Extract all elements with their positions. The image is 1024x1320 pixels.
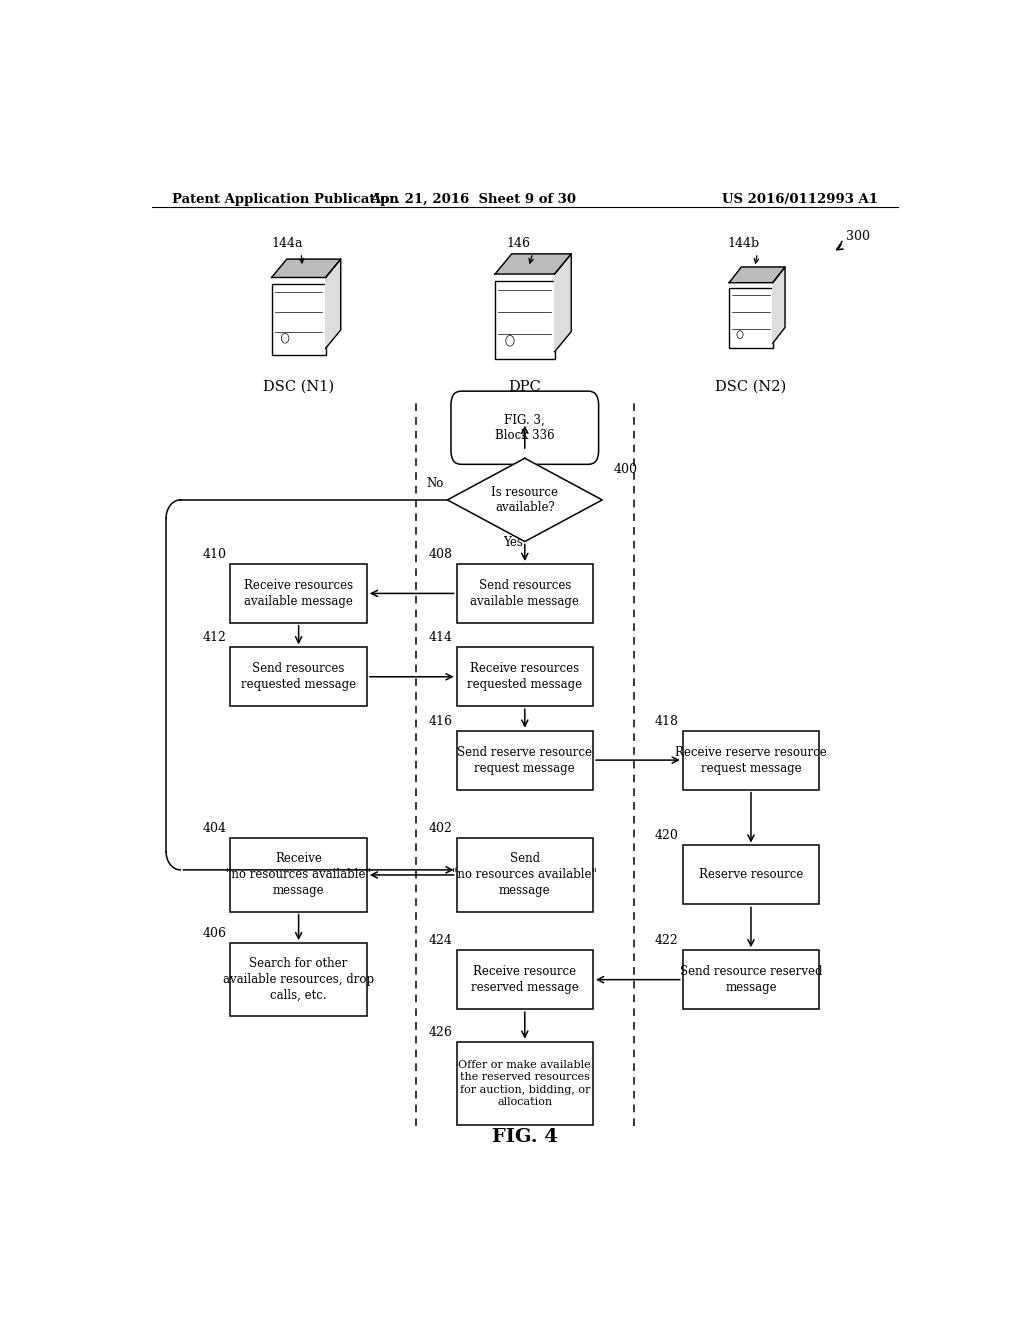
Text: DSC (N1): DSC (N1) [263, 380, 334, 393]
Text: 146: 146 [507, 236, 530, 249]
Polygon shape [326, 259, 341, 348]
Text: Receive resources
available message: Receive resources available message [244, 579, 353, 609]
Polygon shape [495, 253, 571, 275]
FancyBboxPatch shape [683, 731, 819, 789]
Text: DSC (N2): DSC (N2) [716, 380, 786, 393]
Text: 404: 404 [203, 822, 226, 836]
Text: Send resources
available message: Send resources available message [470, 579, 580, 609]
Text: Apr. 21, 2016  Sheet 9 of 30: Apr. 21, 2016 Sheet 9 of 30 [371, 193, 577, 206]
Polygon shape [773, 267, 785, 343]
Text: Is resource
available?: Is resource available? [492, 486, 558, 513]
Text: Send reserve resource
request message: Send reserve resource request message [458, 746, 592, 775]
FancyBboxPatch shape [457, 731, 593, 789]
Text: Patent Application Publication: Patent Application Publication [172, 193, 398, 206]
FancyBboxPatch shape [271, 284, 326, 355]
Text: 416: 416 [429, 714, 453, 727]
Text: 418: 418 [654, 714, 679, 727]
Text: Receive
"no resources available"
message: Receive "no resources available" message [226, 853, 371, 898]
Text: Search for other
available resources, drop
calls, etc.: Search for other available resources, dr… [223, 957, 374, 1002]
Polygon shape [271, 259, 341, 277]
Text: 422: 422 [655, 935, 679, 948]
Polygon shape [729, 267, 785, 282]
FancyBboxPatch shape [457, 1041, 593, 1125]
Text: 144b: 144b [727, 236, 759, 249]
Text: 420: 420 [655, 829, 679, 842]
Text: 410: 410 [203, 548, 226, 561]
Text: 400: 400 [614, 463, 638, 477]
Text: 300: 300 [846, 230, 870, 243]
Text: Offer or make available
the reserved resources
for auction, bidding, or
allocati: Offer or make available the reserved res… [459, 1060, 591, 1107]
FancyBboxPatch shape [457, 838, 593, 912]
Text: Send
"no resources available"
message: Send "no resources available" message [453, 853, 597, 898]
FancyBboxPatch shape [230, 838, 367, 912]
FancyBboxPatch shape [230, 942, 367, 1016]
FancyBboxPatch shape [729, 288, 773, 348]
FancyBboxPatch shape [230, 564, 367, 623]
Text: Send resources
requested message: Send resources requested message [241, 663, 356, 692]
Polygon shape [555, 253, 571, 351]
Text: Receive reserve resource
request message: Receive reserve resource request message [675, 746, 826, 775]
Text: FIG. 3,
Block 336: FIG. 3, Block 336 [495, 413, 555, 442]
Text: Yes: Yes [503, 536, 523, 549]
Polygon shape [447, 458, 602, 541]
FancyBboxPatch shape [495, 281, 555, 359]
Text: FIG. 4: FIG. 4 [492, 1129, 558, 1146]
FancyBboxPatch shape [457, 647, 593, 706]
Text: 408: 408 [429, 548, 453, 561]
Text: 414: 414 [429, 631, 453, 644]
Text: 426: 426 [429, 1026, 453, 1039]
Text: No: No [426, 477, 443, 490]
FancyBboxPatch shape [457, 564, 593, 623]
Text: 144a: 144a [271, 236, 302, 249]
FancyBboxPatch shape [683, 950, 819, 1008]
FancyBboxPatch shape [457, 950, 593, 1008]
Text: US 2016/0112993 A1: US 2016/0112993 A1 [722, 193, 878, 206]
Text: 402: 402 [429, 822, 453, 836]
Text: 406: 406 [203, 927, 226, 940]
Text: Send resource reserved
message: Send resource reserved message [680, 965, 822, 994]
Text: Reserve resource: Reserve resource [698, 869, 803, 882]
FancyBboxPatch shape [451, 391, 599, 465]
Text: 412: 412 [203, 631, 226, 644]
FancyBboxPatch shape [230, 647, 367, 706]
FancyBboxPatch shape [683, 846, 819, 904]
Text: Receive resource
reserved message: Receive resource reserved message [471, 965, 579, 994]
Text: 424: 424 [429, 935, 453, 948]
Text: Receive resources
requested message: Receive resources requested message [467, 663, 583, 692]
Text: DPC: DPC [509, 380, 541, 393]
